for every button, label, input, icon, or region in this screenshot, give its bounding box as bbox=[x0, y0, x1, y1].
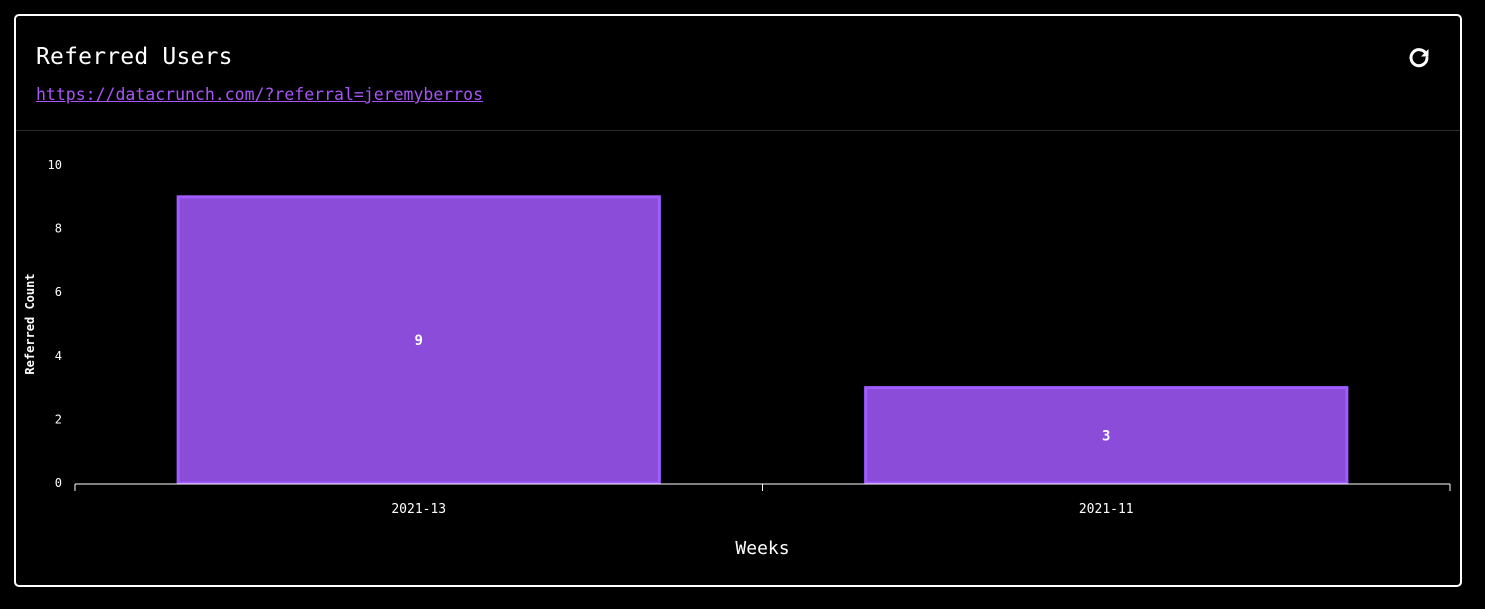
y-axis: 0 2 4 6 8 10 bbox=[48, 158, 62, 490]
referral-link[interactable]: https://datacrunch.com/?referral=jeremyb… bbox=[36, 85, 484, 104]
refresh-icon bbox=[1409, 48, 1429, 68]
y-tick-label: 2 bbox=[55, 412, 62, 426]
bar bbox=[864, 386, 1349, 485]
card-title: Referred Users bbox=[36, 44, 233, 70]
x-axis: 2021-13 2021-11 bbox=[74, 483, 1451, 517]
y-tick-label: 6 bbox=[55, 285, 62, 299]
y-tick-label: 4 bbox=[55, 349, 62, 363]
bars-group: 93 bbox=[176, 195, 1349, 485]
x-tick-label: 2021-11 bbox=[1079, 502, 1134, 517]
x-tick-label: 2021-13 bbox=[391, 502, 446, 517]
y-tick-label: 10 bbox=[48, 158, 62, 172]
bar-data-label: 9 bbox=[415, 333, 423, 349]
x-axis-label: Weeks bbox=[735, 538, 789, 559]
card-header: Referred Users https://datacrunch.com/?r… bbox=[16, 16, 1460, 131]
bar-data-label: 3 bbox=[1102, 428, 1110, 444]
y-tick-label: 0 bbox=[55, 476, 62, 490]
y-tick-label: 8 bbox=[55, 222, 62, 236]
refresh-button[interactable] bbox=[1406, 45, 1432, 71]
y-axis-label: Referred Count bbox=[23, 273, 37, 374]
bar bbox=[176, 195, 661, 485]
